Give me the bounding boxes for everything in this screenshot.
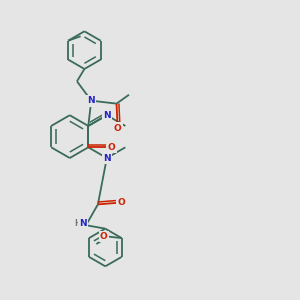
Text: N: N bbox=[103, 154, 111, 163]
Text: O: O bbox=[108, 143, 115, 152]
Text: O: O bbox=[100, 232, 108, 241]
Text: N: N bbox=[87, 96, 95, 105]
Text: O: O bbox=[113, 124, 121, 133]
Text: N: N bbox=[103, 111, 111, 120]
Text: O: O bbox=[118, 198, 126, 207]
Text: H: H bbox=[74, 219, 81, 228]
Text: N: N bbox=[79, 219, 87, 228]
